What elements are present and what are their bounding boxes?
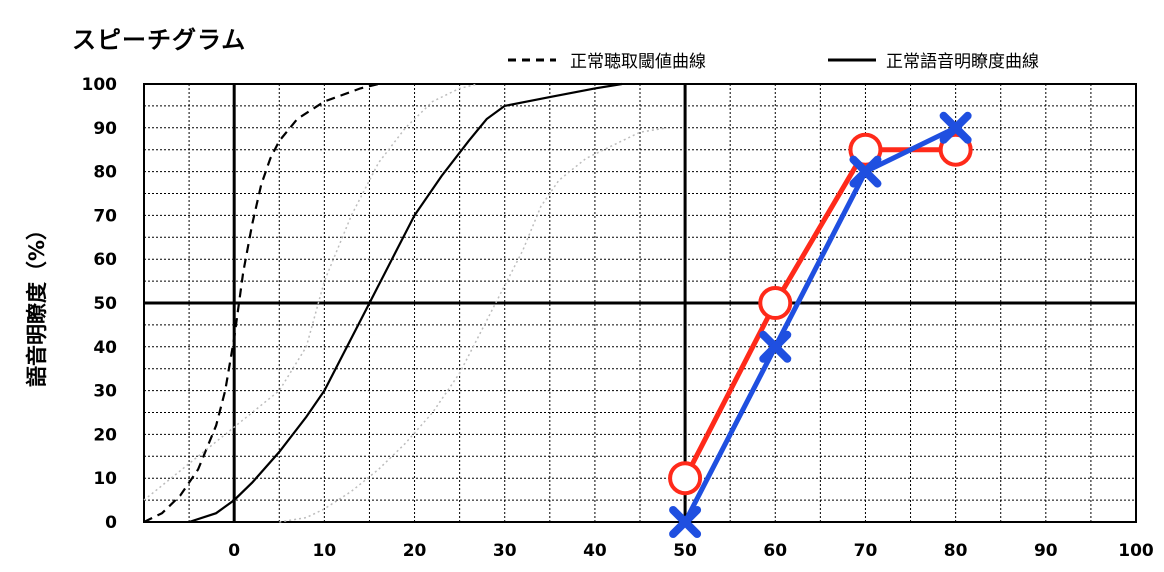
legend-label-intelligibility: 正常語音明瞭度曲線 <box>886 52 1039 72</box>
x-tick-label: 30 <box>493 541 517 561</box>
data-series <box>668 111 973 538</box>
plot-frame <box>143 83 1137 523</box>
y-axis-label: 語音明瞭度（%） <box>25 219 49 387</box>
series-1-point-1 <box>759 330 792 363</box>
series-0-point-0 <box>668 461 703 496</box>
x-tick-label: 60 <box>763 541 787 561</box>
y-tick-label: 90 <box>93 119 117 139</box>
y-tick-label: 50 <box>93 294 117 314</box>
series-1-point-0 <box>669 506 702 538</box>
x-tick-label: 40 <box>583 541 607 561</box>
x-tick-label: 50 <box>673 541 697 561</box>
series-1-point-2 <box>849 155 882 188</box>
cross-stroke <box>939 111 972 144</box>
tick-labels: 0 10 20 30 40 50 60 70 80 90 100 0 10 20 30 40 50 60 70 80 9… <box>82 75 1154 561</box>
x-tick-label: 70 <box>854 541 878 561</box>
x-tick-label: 90 <box>1034 541 1058 561</box>
series-1-point-3 <box>939 111 972 144</box>
grid <box>143 83 1137 523</box>
y-tick-label: 10 <box>93 469 117 489</box>
cross-stroke <box>669 506 702 538</box>
reference-curve-2 <box>143 83 478 501</box>
legend-label-threshold: 正常聴取閾値曲線 <box>570 52 706 72</box>
x-tick-label: 80 <box>944 541 968 561</box>
x-tick-label: 100 <box>1118 541 1154 561</box>
reference-curve-3 <box>279 127 668 523</box>
reference-curves <box>143 82 668 524</box>
series-0-point-2 <box>848 132 883 167</box>
reference-curve-0 <box>143 82 379 523</box>
series-line-1 <box>682 125 957 524</box>
x-tick-label: 20 <box>403 541 427 561</box>
y-tick-label: 30 <box>93 382 117 402</box>
legend: 正常聴取閾値曲線 正常語音明瞭度曲線 <box>508 52 1039 72</box>
chart-title: スピーチグラム <box>72 26 246 54</box>
y-tick-label: 40 <box>93 338 117 358</box>
y-tick-label: 20 <box>93 425 117 445</box>
y-tick-label: 70 <box>93 206 117 226</box>
y-axis-label-group: 語音明瞭度（%） <box>25 219 49 387</box>
x-tick-label: 0 <box>228 541 240 561</box>
y-tick-label: 100 <box>82 75 118 95</box>
cross-stroke <box>759 330 792 363</box>
y-tick-label: 0 <box>105 513 117 533</box>
cross-stroke <box>849 155 882 188</box>
y-tick-label: 60 <box>93 250 117 270</box>
y-tick-label: 80 <box>93 163 117 183</box>
series-0-point-1 <box>758 286 793 320</box>
reference-curve-1 <box>188 82 623 524</box>
series-0-point-3 <box>938 132 973 167</box>
x-tick-label: 10 <box>313 541 337 561</box>
